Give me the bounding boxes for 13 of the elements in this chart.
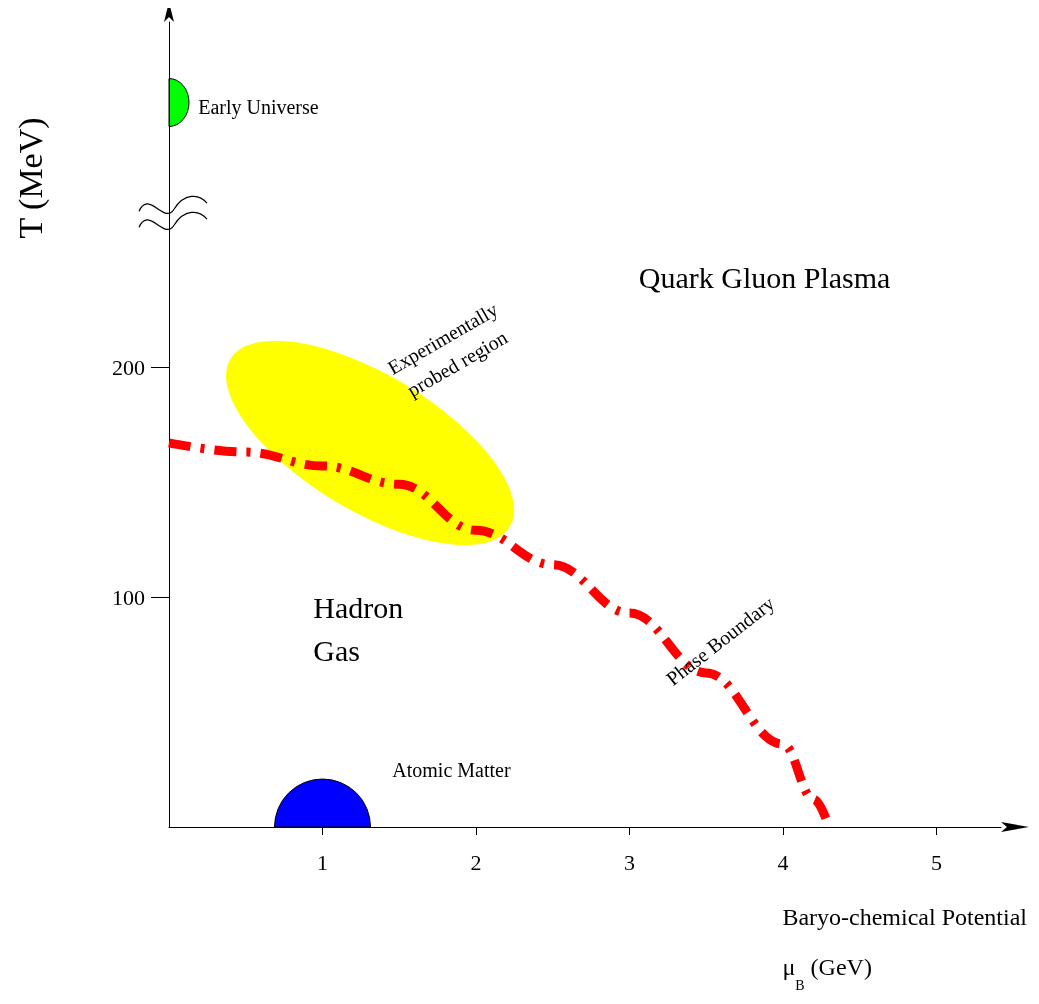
x-axis-title: Baryo-chemical Potential μB (GeV) — [782, 904, 1028, 993]
x-tick-label: 3 — [624, 849, 636, 875]
x-tick-label: 5 — [931, 849, 943, 875]
x-tick-label: 2 — [470, 849, 482, 875]
y-tick-label: 100 — [112, 584, 145, 610]
y-tick-label: 200 — [112, 354, 145, 380]
x-tick-label: 4 — [777, 849, 789, 875]
annotation: Early Universe — [198, 96, 319, 120]
annotation: Quark Gluon Plasma — [638, 260, 891, 294]
x-tick-label: 1 — [317, 849, 329, 875]
annotation: Hadron Gas — [313, 590, 404, 668]
y-axis-title: T (MeV) — [11, 117, 50, 239]
annotation: Atomic Matter — [392, 758, 511, 781]
